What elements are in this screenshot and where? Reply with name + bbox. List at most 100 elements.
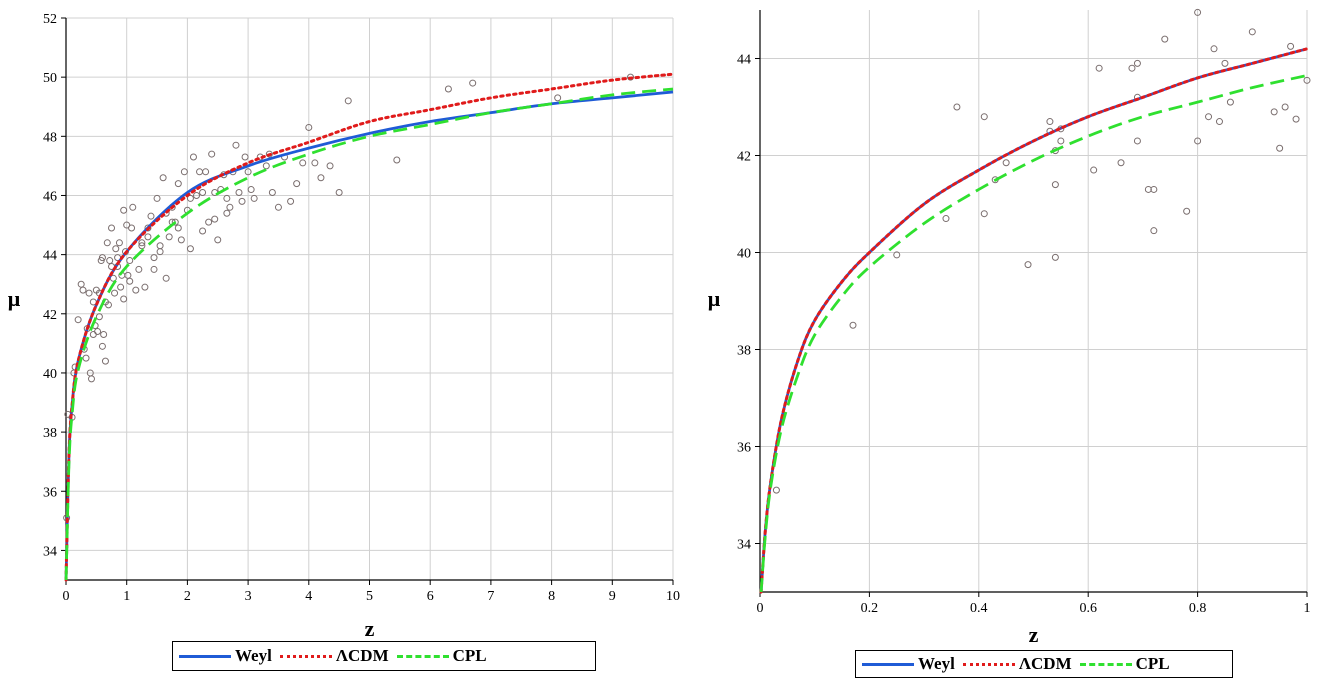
curve-weyl (759, 47, 1308, 593)
data-point (95, 313, 103, 321)
data-point (241, 153, 249, 161)
data-point (159, 174, 167, 182)
y-tick-label: 52 (43, 12, 57, 27)
data-point (244, 168, 252, 176)
data-point (326, 162, 334, 170)
data-point (1215, 118, 1223, 126)
x-tick-label: 0 (757, 601, 764, 616)
data-point (150, 254, 158, 262)
data-point (112, 245, 120, 253)
x-tick-label: 0.4 (970, 601, 988, 616)
y-axis-label: μ (708, 286, 721, 311)
y-tick-label: 44 (43, 249, 57, 264)
data-point (317, 174, 325, 182)
data-point (1226, 98, 1234, 106)
data-point (162, 274, 170, 282)
data-point (444, 85, 452, 93)
data-point (1133, 59, 1141, 67)
data-point (1221, 59, 1229, 67)
data-point (265, 150, 273, 158)
data-point (106, 257, 114, 265)
data-point (1095, 64, 1103, 72)
legend-item: CPL (396, 646, 487, 666)
curve-cdmlcdm (759, 47, 1309, 594)
data-point (208, 150, 216, 158)
legend-item: CPL (1079, 654, 1170, 674)
curve-cdmlcdm (64, 72, 675, 582)
data-point (980, 113, 988, 121)
data-point (1150, 227, 1158, 235)
data-point (232, 141, 240, 149)
data-point (79, 286, 87, 294)
x-tick-label: 6 (427, 589, 434, 604)
data-point (138, 242, 146, 250)
y-tick-label: 42 (43, 308, 57, 323)
y-tick-label: 46 (43, 189, 57, 204)
y-tick-label: 36 (43, 485, 57, 500)
data-point (89, 330, 97, 338)
x-tick-label: 5 (366, 589, 373, 604)
data-point (627, 73, 635, 81)
data-point (126, 257, 134, 265)
data-point (98, 342, 106, 350)
legend-label: CPL (1135, 654, 1170, 673)
data-point (849, 321, 857, 329)
data-point (274, 203, 282, 211)
data-point (211, 215, 219, 223)
data-point (100, 330, 108, 338)
left-chart-legend: Weyl ΛCDM CPL (172, 641, 596, 671)
data-point (196, 168, 204, 176)
data-point (1292, 115, 1300, 123)
data-point (128, 224, 136, 232)
data-point (101, 357, 109, 365)
legend-item: Weyl (179, 646, 272, 666)
data-point (126, 277, 134, 285)
x-tick-label: 3 (245, 589, 252, 604)
data-point (1024, 261, 1032, 269)
y-tick-label: 38 (737, 344, 751, 359)
data-point (893, 251, 901, 259)
data-point (94, 328, 102, 336)
data-point (1287, 42, 1295, 50)
data-point (1046, 118, 1054, 126)
data-point (469, 79, 477, 87)
data-point (299, 159, 307, 167)
data-point (1144, 185, 1152, 193)
data-point (223, 209, 231, 217)
data-point (262, 162, 270, 170)
y-tick-label: 34 (43, 544, 57, 559)
data-point (311, 159, 319, 167)
data-point (111, 289, 119, 297)
data-point (250, 194, 258, 202)
x-tick-label: 0.8 (1189, 601, 1207, 616)
data-point (82, 354, 90, 362)
data-point (226, 203, 234, 211)
data-point (942, 215, 950, 223)
data-point (1276, 144, 1284, 152)
data-point (115, 239, 123, 247)
data-point (235, 189, 243, 197)
data-point (135, 265, 143, 273)
data-point (147, 212, 155, 220)
legend-item: Weyl (862, 654, 955, 674)
y-tick-label: 38 (43, 426, 57, 441)
y-tick-label: 40 (43, 367, 57, 382)
data-point (180, 168, 188, 176)
x-axis-label: z (1029, 622, 1039, 647)
data-point (1303, 76, 1311, 84)
data-point (268, 189, 276, 197)
x-tick-label: 0.2 (861, 601, 879, 616)
data-point (132, 286, 140, 294)
data-point (193, 191, 201, 199)
legend-label: CPL (452, 646, 487, 665)
legend-swatch (862, 662, 914, 666)
x-tick-label: 4 (305, 589, 312, 604)
data-point (1194, 8, 1202, 16)
y-tick-label: 44 (737, 53, 751, 68)
x-tick-label: 7 (487, 589, 494, 604)
legend-label: Weyl (235, 646, 272, 665)
data-point (554, 94, 562, 102)
data-point (144, 233, 152, 241)
data-point (1161, 35, 1169, 43)
x-tick-label: 9 (609, 589, 616, 604)
